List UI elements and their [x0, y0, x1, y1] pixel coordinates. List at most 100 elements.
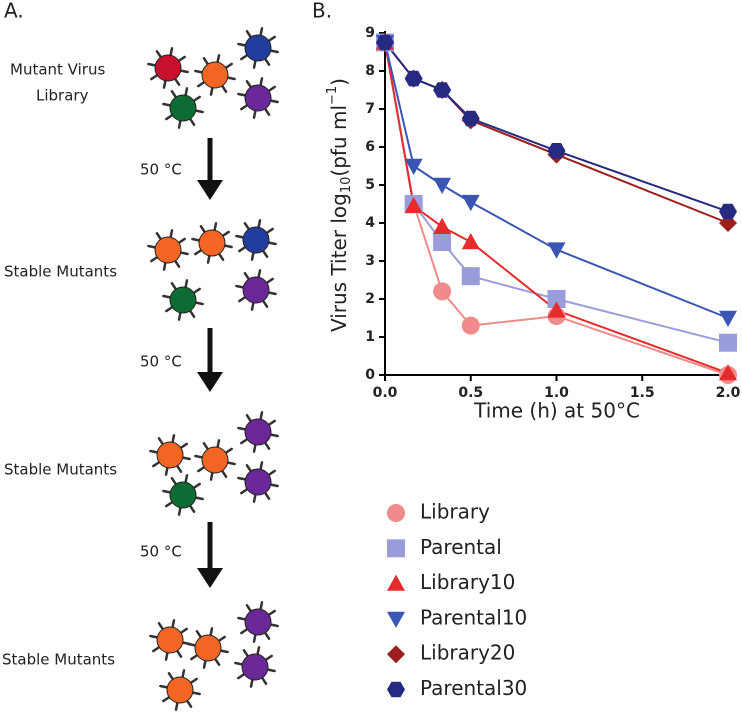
y-tick-label: 2 [365, 291, 375, 307]
y-label-part: ) [327, 78, 351, 86]
series-line [384, 42, 729, 319]
series-line [384, 41, 729, 213]
capsid [201, 61, 229, 89]
data-point [719, 203, 737, 220]
data-point [404, 158, 423, 175]
data-point [719, 364, 737, 381]
virus [162, 279, 204, 321]
capsid [154, 54, 182, 82]
legend-label: Parental30 [420, 676, 527, 700]
y-tick-label: 8 [365, 63, 375, 79]
y-label-part: (pfu ml [327, 105, 351, 177]
x-tick-label: 1.0 [544, 385, 569, 401]
data-point [404, 196, 423, 214]
data-point [376, 34, 394, 51]
legend-marker [387, 681, 405, 698]
virus [147, 47, 189, 89]
data-point [461, 316, 480, 335]
virus [194, 54, 236, 96]
y-label-part: Virus Titer log [327, 193, 351, 332]
capsid [156, 441, 184, 469]
panel-label: B. [312, 0, 332, 23]
x-axis-label: Time (h) at 50°C [473, 399, 640, 423]
virus [234, 646, 276, 688]
capsid [244, 84, 272, 112]
legend-label: Parental10 [420, 605, 527, 629]
data-point [547, 290, 566, 308]
y-tick-label: 4 [365, 215, 375, 231]
x-tick-label: 0.0 [373, 385, 398, 401]
data-point [461, 194, 480, 212]
virus [162, 474, 204, 516]
stage-label: Stable Mutants [4, 461, 117, 479]
capsid [194, 634, 222, 662]
legend-label: Library20 [420, 641, 515, 665]
virus [237, 461, 279, 503]
capsid [201, 446, 229, 474]
capsid [169, 94, 197, 122]
arrow-head [197, 372, 223, 392]
y-tick-label: 9 [365, 25, 375, 41]
capsid [198, 229, 226, 257]
y-tick-label: 3 [365, 253, 375, 269]
capsid [242, 226, 270, 254]
virus [159, 669, 201, 711]
arrow-head [197, 568, 223, 588]
data-point [719, 333, 737, 352]
virus [237, 77, 279, 119]
virus [237, 601, 279, 643]
stage-label: Library [36, 87, 89, 105]
virus [194, 439, 236, 481]
data-point [719, 310, 737, 327]
stage-label: Stable Mutants [4, 263, 117, 281]
capsid [169, 481, 197, 509]
virus [149, 619, 191, 661]
x-tick-label: 0.5 [458, 385, 483, 401]
y-tick-label: 0 [365, 367, 375, 383]
capsid [169, 286, 197, 314]
data-point [461, 233, 480, 250]
virus [235, 219, 277, 261]
virus [191, 222, 233, 264]
arrow-head [197, 180, 223, 200]
capsid [244, 468, 272, 496]
virus [235, 269, 277, 311]
capsid [242, 276, 270, 304]
virus [237, 411, 279, 453]
legend-marker [387, 611, 405, 628]
virus [237, 27, 279, 69]
data-point [547, 143, 566, 159]
capsid [244, 608, 272, 636]
data-point [433, 82, 452, 98]
temperature-label: 50 °C [140, 161, 182, 179]
y-tick-label: 1 [365, 329, 375, 345]
y-tick-label: 6 [365, 139, 375, 155]
y-label-sub: 10 [339, 177, 354, 194]
stage-label: Stable Mutants [2, 651, 115, 669]
series-line [384, 42, 729, 375]
virus [149, 434, 191, 476]
virus [187, 627, 229, 669]
data-point [433, 282, 452, 301]
data-point [461, 267, 480, 286]
legend-label: Library [420, 500, 490, 524]
temperature-label: 50 °C [140, 543, 182, 561]
legend-marker [387, 504, 405, 522]
virus [162, 87, 204, 129]
temperature-label: 50 °C [140, 353, 182, 371]
data-point [433, 233, 452, 251]
data-point [547, 242, 566, 259]
virus [147, 229, 189, 271]
capsid [166, 676, 194, 704]
capsid [244, 418, 272, 446]
x-tick-label: 1.5 [630, 385, 655, 401]
legend-label: Parental [420, 535, 502, 559]
legend-marker [387, 574, 405, 591]
y-tick-label: 7 [365, 101, 375, 117]
capsid [241, 653, 269, 681]
legend-label: Library10 [420, 570, 515, 594]
series-line [384, 41, 729, 224]
capsid [244, 34, 272, 62]
legend-marker [387, 539, 405, 558]
